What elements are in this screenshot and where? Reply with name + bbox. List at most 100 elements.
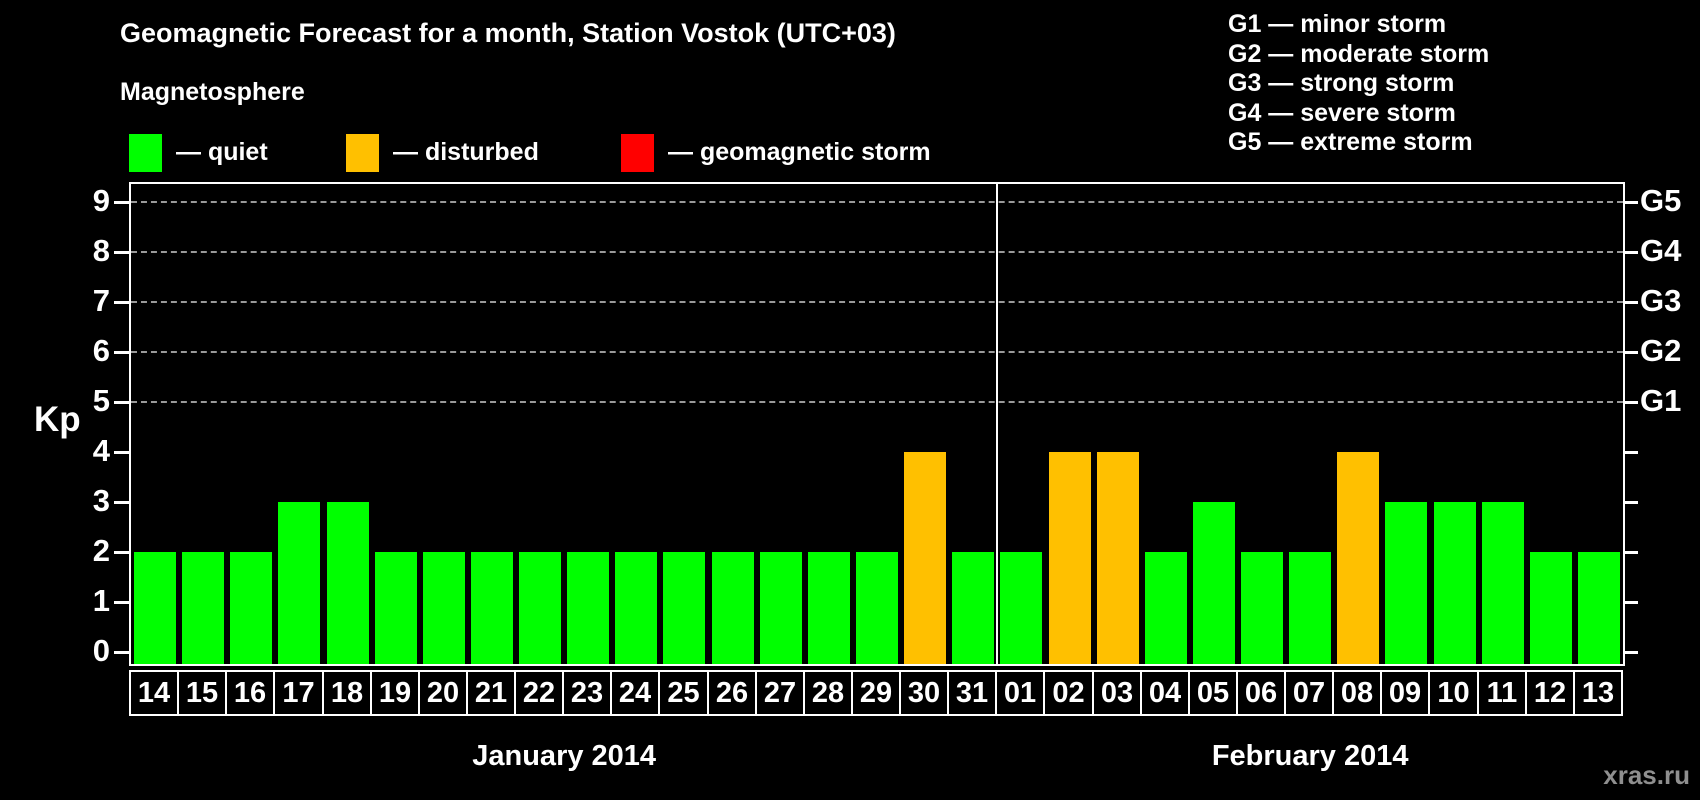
day-cell: 15: [177, 670, 227, 716]
kp-tick-label: 4: [92, 433, 110, 468]
legend-swatch-storm: [621, 134, 654, 172]
legend-label: — geomagnetic storm: [668, 138, 931, 166]
kp-bar-day-15: [182, 552, 225, 664]
g-level-label-g5: G5: [1640, 183, 1682, 218]
kp-bar-day-02: [1048, 452, 1091, 664]
magnetosphere-subtitle: Magnetosphere: [120, 78, 305, 106]
kp-tick-right: [1623, 601, 1638, 604]
kp-gridline-7: [131, 301, 1623, 303]
kp-tick-left: [114, 301, 129, 304]
kp-tick-right: [1623, 401, 1638, 404]
kp-bar-day-28: [807, 552, 850, 664]
kp-bar-day-23: [567, 552, 610, 664]
day-cell: 08: [1332, 670, 1382, 716]
kp-axis-title: Kp: [34, 400, 81, 439]
day-cell: 30: [899, 670, 949, 716]
kp-tick-label: 3: [92, 483, 110, 518]
kp-bar-day-09: [1385, 502, 1428, 664]
day-cell: 20: [418, 670, 468, 716]
kp-bar-day-19: [374, 552, 417, 664]
legend-item: — disturbed: [346, 134, 539, 172]
day-cell: 02: [1043, 670, 1094, 716]
kp-tick-left: [114, 501, 129, 504]
plot-area: [129, 182, 1625, 666]
kp-bar-day-26: [711, 552, 754, 664]
kp-bar-day-17: [278, 502, 321, 664]
day-cell: 21: [466, 670, 516, 716]
kp-bar-day-31: [952, 552, 995, 664]
day-cell: 13: [1573, 670, 1623, 716]
kp-tick-right: [1623, 451, 1638, 454]
day-cell: 24: [610, 670, 660, 716]
legend-swatch-disturbed: [346, 134, 379, 172]
kp-bar-day-13: [1577, 552, 1620, 664]
kp-tick-left: [114, 551, 129, 554]
kp-tick-label: 0: [92, 633, 110, 668]
day-cell: 04: [1140, 670, 1190, 716]
kp-bar-day-22: [519, 552, 562, 664]
legend-label: — quiet: [176, 138, 268, 166]
kp-gridline-9: [131, 201, 1623, 203]
kp-gridline-5: [131, 401, 1623, 403]
storm-scale-line: G4 — severe storm: [1228, 98, 1456, 127]
kp-bar-day-14: [134, 552, 177, 664]
day-cell: 05: [1188, 670, 1238, 716]
g-level-label-g3: G3: [1640, 283, 1682, 318]
g-level-label-g1: G1: [1640, 383, 1682, 418]
kp-tick-right: [1623, 251, 1638, 254]
day-cell: 26: [707, 670, 757, 716]
kp-bar-day-24: [615, 552, 658, 664]
page-title: Geomagnetic Forecast for a month, Statio…: [120, 18, 896, 48]
kp-bar-day-27: [759, 552, 802, 664]
g-level-label-g4: G4: [1640, 233, 1682, 268]
month-label: January 2014: [472, 740, 657, 772]
day-cell: 19: [370, 670, 420, 716]
day-cell: 25: [658, 670, 709, 716]
day-axis: 14 15 16 17 18 19 20 21 22 23 24 25 26 27 28 29 30 31 01 02…: [129, 670, 1625, 716]
month-label: February 2014: [1211, 740, 1409, 772]
day-cell: 09: [1380, 670, 1430, 716]
kp-tick-label: 5: [92, 383, 110, 418]
day-cell: 16: [225, 670, 275, 716]
kp-bar-day-10: [1433, 502, 1476, 664]
kp-tick-right: [1623, 651, 1638, 654]
day-cell: 29: [851, 670, 901, 716]
kp-tick-label: 6: [92, 333, 110, 368]
day-cell: 10: [1428, 670, 1479, 716]
storm-scale-legend: G1 — minor storm G2 — moderate storm G3 — …: [1228, 10, 1489, 158]
kp-tick-label: 2: [92, 533, 110, 568]
kp-bar-day-20: [422, 552, 465, 664]
kp-bar-day-12: [1529, 552, 1572, 664]
day-cell: 06: [1236, 670, 1286, 716]
kp-bar-day-29: [856, 552, 898, 664]
kp-tick-right: [1623, 501, 1638, 504]
day-cell: 28: [803, 670, 853, 716]
kp-bar-day-30: [904, 452, 947, 664]
kp-tick-left: [114, 351, 129, 354]
kp-bar-day-11: [1481, 502, 1524, 664]
storm-scale-line: G3 — strong storm: [1228, 69, 1455, 97]
legend-label: — disturbed: [393, 138, 539, 166]
kp-bar-day-07: [1289, 552, 1332, 664]
legend-swatch-quiet: [129, 134, 162, 172]
kp-bar-day-16: [230, 552, 273, 664]
kp-tick-left: [114, 651, 129, 654]
day-cell: 07: [1284, 670, 1334, 716]
kp-bar-day-06: [1241, 552, 1284, 664]
kp-tick-label: 7: [92, 283, 110, 318]
legend-item: — geomagnetic storm: [621, 134, 931, 172]
kp-tick-label: 1: [92, 583, 110, 618]
day-cell: 03: [1092, 670, 1142, 716]
day-cell: 18: [322, 670, 372, 716]
legend-item: — quiet: [129, 134, 268, 172]
kp-tick-left: [114, 401, 129, 404]
kp-gridline-8: [131, 251, 1623, 253]
kp-tick-left: [114, 451, 129, 454]
day-cell: 11: [1477, 670, 1527, 716]
kp-tick-right: [1623, 301, 1638, 304]
storm-scale-line: G5 — extreme storm: [1228, 128, 1473, 156]
kp-tick-left: [114, 201, 129, 204]
storm-scale-line: G2 — moderate storm: [1228, 39, 1490, 68]
kp-bar-day-21: [470, 552, 513, 664]
day-cell: 12: [1525, 670, 1575, 716]
